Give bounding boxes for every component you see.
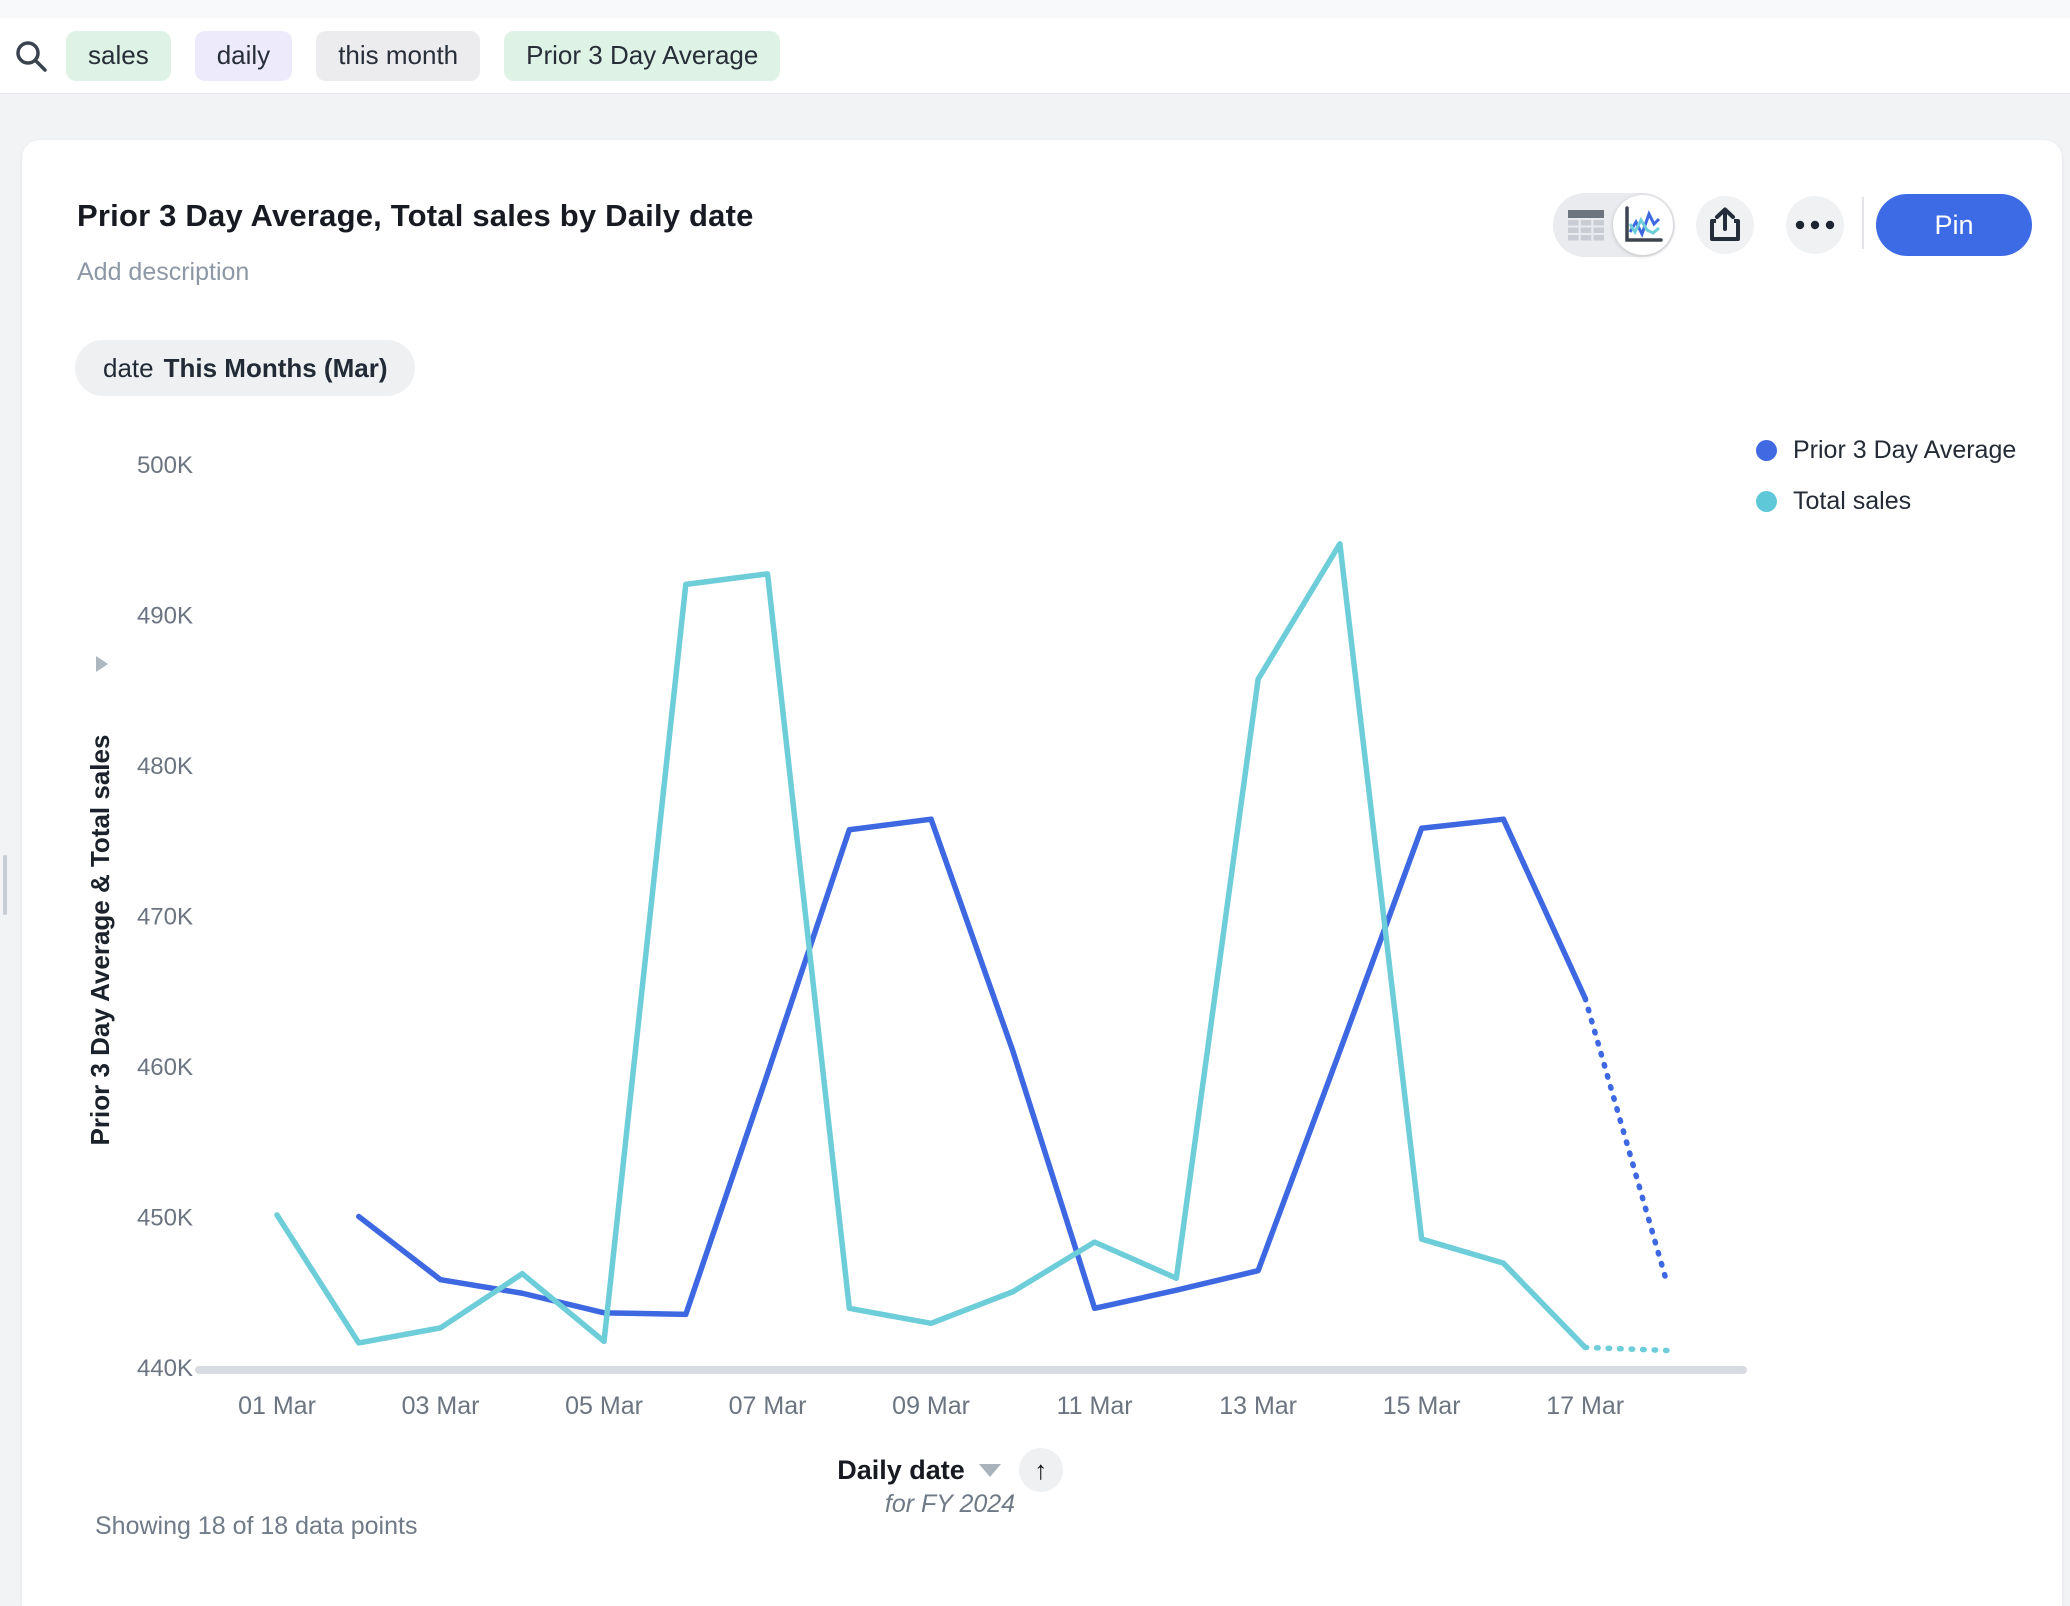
search-token-prior-3-day-average[interactable]: Prior 3 Day Average	[504, 30, 781, 81]
axis-collapse-arrow[interactable]	[96, 656, 108, 672]
series-forecast-dotted-total-sales	[1582, 1344, 1670, 1354]
legend-item-total-sales[interactable]: Total sales	[1756, 487, 2016, 516]
x-axis-subtitle: for FY 2024	[884, 1490, 1016, 1518]
sort-ascending-button[interactable]: ↑	[1018, 1448, 1063, 1492]
x-tick-label: 05 Mar	[565, 1392, 643, 1420]
x-tick-label: 03 Mar	[402, 1392, 480, 1420]
table-view-button[interactable]	[1561, 203, 1611, 247]
y-tick-label: 490K	[137, 603, 193, 630]
x-tick-label: 01 Mar	[238, 1392, 316, 1420]
legend-label: Prior 3 Day Average	[1793, 436, 2017, 464]
search-token-daily[interactable]: daily	[194, 30, 293, 81]
chart-view-button[interactable]	[1613, 195, 1673, 255]
legend: Prior 3 Day Average Total sales	[1756, 436, 2016, 538]
search-token-sales[interactable]: sales	[66, 30, 171, 81]
top-strip	[0, 0, 2070, 18]
x-tick-label: 07 Mar	[729, 1392, 807, 1420]
x-tick-label: 17 Mar	[1546, 1392, 1624, 1420]
series-forecast-dotted-prior-3-day-average	[1582, 995, 1670, 1286]
filter-chip-value: This Months (Mar)	[163, 352, 388, 383]
y-tick-label: 470K	[137, 904, 193, 931]
y-tick-label: 480K	[137, 753, 193, 780]
y-tick-label: 440K	[137, 1355, 193, 1382]
filter-chip-date[interactable]: date This Months (Mar)	[75, 340, 416, 396]
y-tick-label: 460K	[137, 1054, 193, 1081]
ellipsis-icon	[1795, 220, 1835, 230]
more-button[interactable]	[1786, 196, 1844, 254]
x-tick-label: 11 Mar	[1057, 1392, 1133, 1420]
search-token-this-month[interactable]: this month	[316, 30, 481, 81]
search-bar: sales daily this month Prior 3 Day Avera…	[0, 18, 2070, 94]
view-toggle	[1553, 193, 1675, 257]
x-tick-label: 09 Mar	[892, 1392, 970, 1420]
share-button[interactable]	[1696, 196, 1754, 254]
x-axis-group: Daily date ↑	[0, 1448, 1900, 1492]
legend-label: Total sales	[1793, 487, 1912, 515]
panel-resize-handle[interactable]	[3, 855, 7, 915]
table-icon	[1568, 210, 1604, 241]
filter-chip-prefix: date	[103, 352, 154, 383]
series-line-total-sales	[274, 541, 1588, 1351]
share-icon	[1710, 207, 1740, 241]
x-tick-label: 13 Mar	[1219, 1392, 1297, 1420]
y-axis-title: Prior 3 Day Average & Total sales	[85, 735, 115, 1146]
x-tick-label: 15 Mar	[1383, 1392, 1461, 1420]
legend-item-prior-3-day-average[interactable]: Prior 3 Day Average	[1756, 436, 2016, 465]
arrow-up-icon: ↑	[1034, 1454, 1048, 1485]
pin-button[interactable]: Pin	[1876, 194, 2032, 256]
x-axis-label[interactable]: Daily date	[837, 1454, 965, 1485]
showing-count: Showing 18 of 18 data points	[95, 1512, 418, 1540]
search-icon	[16, 40, 47, 72]
y-tick-label: 500K	[137, 452, 193, 479]
legend-swatch	[1756, 491, 1777, 512]
chevron-down-icon[interactable]	[978, 1463, 1001, 1477]
x-axis-line	[195, 1366, 1747, 1374]
y-tick-label: 450K	[137, 1205, 193, 1232]
series-line-prior-3-day-average	[356, 816, 1588, 1318]
header-divider	[1862, 197, 1864, 249]
chart-icon	[1625, 206, 1663, 242]
add-description[interactable]: Add description	[77, 258, 250, 286]
legend-swatch	[1756, 440, 1777, 461]
page-title: Prior 3 Day Average, Total sales by Dail…	[77, 198, 754, 233]
